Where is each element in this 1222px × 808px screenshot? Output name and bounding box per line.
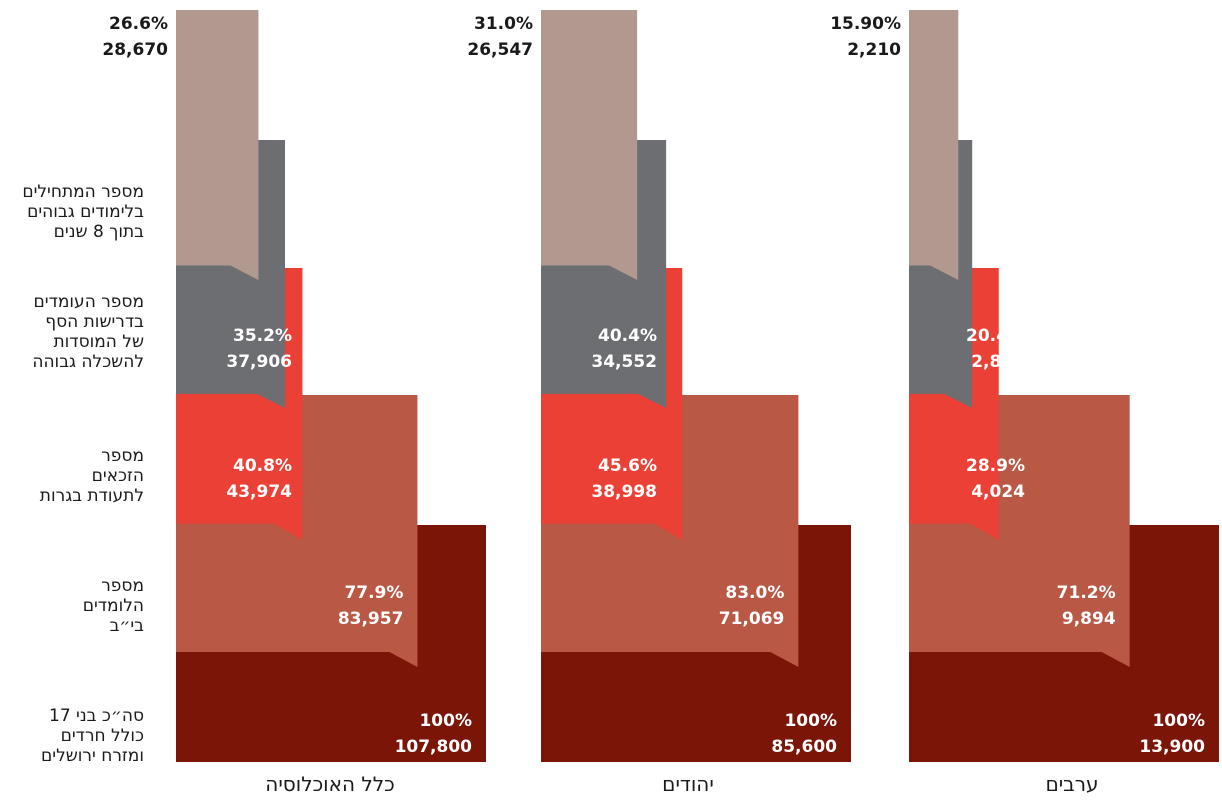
pct-label-higher-ed-g2: 15.90% (830, 14, 901, 34)
pct-label-threshold-g0: 35.2% (233, 326, 292, 346)
value-label-threshold-g0: 37,906 (226, 352, 292, 372)
row-label-total: סה״כ בני 17 כולל חרדים ומזרח ירושלים (41, 706, 144, 766)
pct-label-total-g0: 100% (419, 711, 472, 731)
value-label-total-g1: 85,600 (771, 737, 837, 757)
value-label-higher-ed-g0: 28,670 (102, 40, 168, 60)
pct-label-higher-ed-g1: 31.0% (474, 14, 533, 34)
pct-label-bagrut-g0: 40.8% (233, 456, 292, 476)
value-label-higher-ed-g2: 2,210 (847, 40, 901, 60)
pct-label-grade12-g1: 83.0% (725, 583, 784, 603)
pct-label-bagrut-g2: 28.9% (966, 456, 1025, 476)
pct-label-total-g2: 100% (1152, 711, 1205, 731)
pct-label-bagrut-g1: 45.6% (598, 456, 657, 476)
pct-label-grade12-g0: 77.9% (344, 583, 403, 603)
group-label-all: כלל האוכלוסיה (265, 772, 395, 796)
pct-label-threshold-g2: 20.4% (966, 326, 1025, 346)
value-label-threshold-g1: 34,552 (591, 352, 657, 372)
value-label-higher-ed-g1: 26,547 (467, 40, 533, 60)
pct-label-total-g1: 100% (784, 711, 837, 731)
value-label-bagrut-g2: 4,024 (971, 482, 1025, 502)
row-label-grade12: מספר הלומדים בי״ב (82, 576, 144, 636)
value-label-bagrut-g1: 38,998 (591, 482, 657, 502)
value-label-total-g2: 13,900 (1139, 737, 1205, 757)
pct-label-threshold-g1: 40.4% (598, 326, 657, 346)
row-label-bagrut: מספר הזכאים לתעודת בגרות (39, 446, 144, 506)
pct-label-higher-ed-g0: 26.6% (109, 14, 168, 34)
bar-higher-ed-g0 (176, 10, 259, 280)
pct-label-grade12-g2: 71.2% (1057, 583, 1116, 603)
value-label-grade12-g2: 9,894 (1062, 609, 1116, 629)
value-label-grade12-g1: 71,069 (719, 609, 785, 629)
group-label-arabs: ערבים (1045, 772, 1099, 796)
value-label-threshold-g2: 2,833 (971, 352, 1025, 372)
bar-higher-ed-g2 (909, 10, 959, 280)
row-label-threshold: מספר העומדים בדרישות הסף של המוסדות להשכ… (32, 292, 144, 372)
bar-higher-ed-g1 (541, 10, 638, 280)
value-label-total-g0: 107,800 (395, 737, 473, 757)
value-label-bagrut-g0: 43,974 (226, 482, 292, 502)
value-label-grade12-g0: 83,957 (338, 609, 404, 629)
group-label-jews: יהודים (662, 772, 714, 796)
row-label-higher-ed: מספר המתחילים בלימודים גבוהים בתוך 8 שני… (22, 182, 144, 242)
